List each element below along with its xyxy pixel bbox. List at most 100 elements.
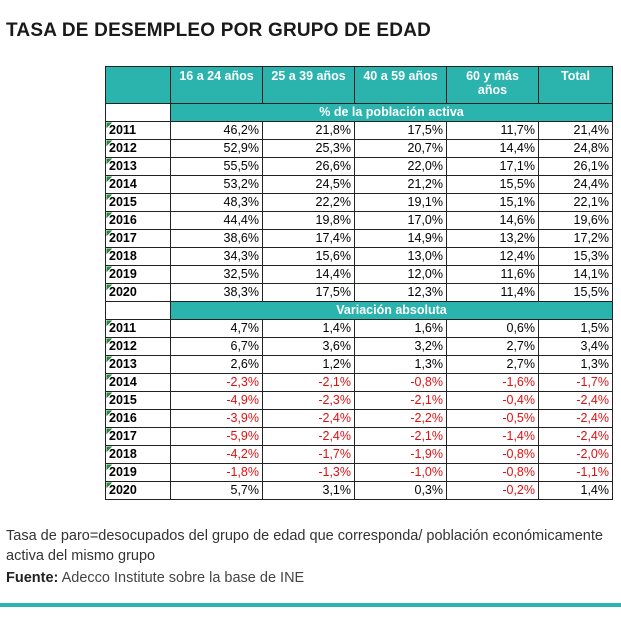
- year-cell: 2014: [105, 373, 171, 392]
- value-cell: 1,3%: [538, 355, 613, 374]
- data-row: 2019 32,5% 14,4% 12,0% 11,6% 14,1%: [105, 265, 613, 284]
- value-cell: -2,3%: [262, 391, 355, 410]
- value-cell: 38,3%: [170, 283, 263, 302]
- value-cell: 12,0%: [354, 265, 447, 284]
- data-row: 2016 44,4% 19,8% 17,0% 14,6% 19,6%: [105, 211, 613, 230]
- value-cell: 14,4%: [262, 265, 355, 284]
- value-cell: 13,0%: [354, 247, 447, 266]
- value-cell: 17,5%: [262, 283, 355, 302]
- data-row: 2013 55,5% 26,6% 22,0% 17,1% 26,1%: [105, 157, 613, 176]
- value-cell: -1,8%: [170, 463, 263, 482]
- value-cell: 11,4%: [446, 283, 539, 302]
- data-row: 2014 53,2% 24,5% 21,2% 15,5% 24,4%: [105, 175, 613, 194]
- value-cell: 26,6%: [262, 157, 355, 176]
- value-cell: 24,8%: [538, 139, 613, 158]
- value-cell: -1,0%: [354, 463, 447, 482]
- year-cell: 2020: [105, 481, 171, 500]
- value-cell: 3,1%: [262, 481, 355, 500]
- value-cell: 22,1%: [538, 193, 613, 212]
- value-cell: -2,1%: [354, 427, 447, 446]
- data-row: 2017 -5,9% -2,4% -2,1% -1,4% -2,4%: [105, 427, 613, 446]
- year-cell: 2018: [105, 445, 171, 464]
- value-cell: 44,4%: [170, 211, 263, 230]
- header-cell: 16 a 24 años: [170, 66, 263, 104]
- year-cell: 2019: [105, 463, 171, 482]
- value-cell: 15,1%: [446, 193, 539, 212]
- value-cell: -2,2%: [354, 409, 447, 428]
- data-row: 2019 -1,8% -1,3% -1,0% -0,8% -1,1%: [105, 463, 613, 482]
- value-cell: 1,3%: [354, 355, 447, 374]
- table-body: 16 a 24 años 25 a 39 años 40 a 59 años 60 y…: [105, 66, 613, 500]
- value-cell: 14,1%: [538, 265, 613, 284]
- value-cell: 21,2%: [354, 175, 447, 194]
- header-cell: Total: [538, 66, 613, 104]
- value-cell: 17,2%: [538, 229, 613, 248]
- value-cell: 15,3%: [538, 247, 613, 266]
- value-cell: -0,8%: [354, 373, 447, 392]
- value-cell: 20,7%: [354, 139, 447, 158]
- data-row: 2018 -4,2% -1,7% -1,9% -0,8% -2,0%: [105, 445, 613, 464]
- divider: [0, 603, 621, 607]
- value-cell: 1,5%: [538, 319, 613, 338]
- year-cell: 2015: [105, 391, 171, 410]
- value-cell: -1,7%: [538, 373, 613, 392]
- value-cell: -2,3%: [170, 373, 263, 392]
- year-cell: 2014: [105, 175, 171, 194]
- data-row: 2020 5,7% 3,1% 0,3% -0,2% 1,4%: [105, 481, 613, 500]
- value-cell: -2,1%: [354, 391, 447, 410]
- value-cell: 12,3%: [354, 283, 447, 302]
- note: Tasa de paro=desocupados del grupo de ed…: [6, 528, 603, 564]
- value-cell: -4,2%: [170, 445, 263, 464]
- year-cell: 2011: [105, 121, 171, 140]
- value-cell: -1,4%: [446, 427, 539, 446]
- header-row: 16 a 24 años 25 a 39 años 40 a 59 años 60 y…: [105, 66, 613, 104]
- section-row: Variación absoluta: [105, 301, 613, 320]
- value-cell: 46,2%: [170, 121, 263, 140]
- value-cell: 21,4%: [538, 121, 613, 140]
- value-cell: 3,2%: [354, 337, 447, 356]
- value-cell: 17,4%: [262, 229, 355, 248]
- section-label: % de la población activa: [170, 103, 613, 122]
- value-cell: 2,7%: [446, 355, 539, 374]
- value-cell: 24,4%: [538, 175, 613, 194]
- value-cell: 19,6%: [538, 211, 613, 230]
- year-cell: 2015: [105, 193, 171, 212]
- value-cell: -1,3%: [262, 463, 355, 482]
- year-cell: 2013: [105, 157, 171, 176]
- value-cell: -5,9%: [170, 427, 263, 446]
- value-cell: 13,2%: [446, 229, 539, 248]
- value-cell: 1,4%: [262, 319, 355, 338]
- value-cell: 6,7%: [170, 337, 263, 356]
- data-row: 2013 2,6% 1,2% 1,3% 2,7% 1,3%: [105, 355, 613, 374]
- value-cell: 0,3%: [354, 481, 447, 500]
- value-cell: -2,4%: [538, 409, 613, 428]
- value-cell: 14,6%: [446, 211, 539, 230]
- header-cell: 25 a 39 años: [262, 66, 355, 104]
- value-cell: 1,2%: [262, 355, 355, 374]
- value-cell: 4,7%: [170, 319, 263, 338]
- header-cell: 60 y más años: [446, 66, 539, 104]
- data-row: 2012 6,7% 3,6% 3,2% 2,7% 3,4%: [105, 337, 613, 356]
- value-cell: 15,5%: [446, 175, 539, 194]
- value-cell: 19,1%: [354, 193, 447, 212]
- value-cell: 26,1%: [538, 157, 613, 176]
- value-cell: 53,2%: [170, 175, 263, 194]
- value-cell: 1,4%: [538, 481, 613, 500]
- section-spacer: [105, 301, 171, 320]
- value-cell: -1,6%: [446, 373, 539, 392]
- value-cell: -1,9%: [354, 445, 447, 464]
- value-cell: 11,6%: [446, 265, 539, 284]
- value-cell: 17,0%: [354, 211, 447, 230]
- year-cell: 2016: [105, 211, 171, 230]
- data-row: 2011 4,7% 1,4% 1,6% 0,6% 1,5%: [105, 319, 613, 338]
- value-cell: 25,3%: [262, 139, 355, 158]
- value-cell: 17,1%: [446, 157, 539, 176]
- source-label: Fuente:: [6, 570, 59, 586]
- header-cell: [105, 66, 171, 104]
- value-cell: 38,6%: [170, 229, 263, 248]
- value-cell: 24,5%: [262, 175, 355, 194]
- value-cell: 15,5%: [538, 283, 613, 302]
- data-row: 2018 34,3% 15,6% 13,0% 12,4% 15,3%: [105, 247, 613, 266]
- value-cell: 2,6%: [170, 355, 263, 374]
- value-cell: 12,4%: [446, 247, 539, 266]
